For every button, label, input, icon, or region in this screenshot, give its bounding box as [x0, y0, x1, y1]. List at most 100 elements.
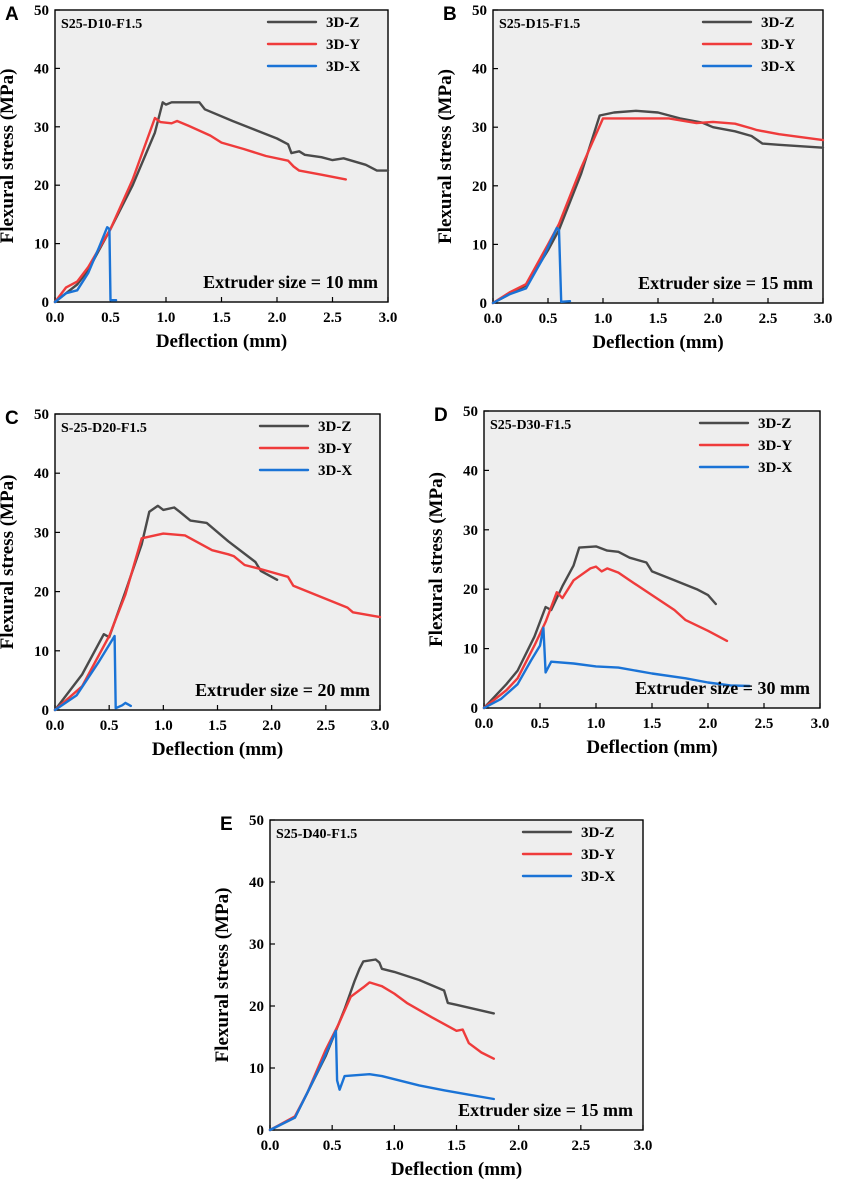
sample-label: S25-D30-F1.5: [490, 418, 571, 433]
x-tick-label: 1.5: [447, 1138, 466, 1154]
plot-area: [54, 413, 381, 711]
x-tick-label: 1.5: [208, 718, 227, 734]
y-tick-label: 40: [463, 463, 478, 479]
annotation: Extruder size = 30 mm: [635, 678, 810, 698]
x-tick-label: 3.0: [814, 311, 833, 327]
x-tick-label: 2.0: [704, 311, 723, 327]
x-tick-label: 3.0: [634, 1138, 653, 1154]
x-tick-label: 1.0: [594, 311, 613, 327]
plot-area: [269, 819, 644, 1131]
y-tick-label: 20: [463, 582, 478, 598]
y-tick-label: 50: [34, 3, 49, 19]
series-line-3d-x: [491, 226, 572, 305]
x-tick-label: 1.5: [643, 716, 662, 732]
y-axis-title: Flexural stress (MPa): [212, 888, 233, 1063]
legend-label: 3D-Z: [581, 825, 614, 841]
y-tick-label: 30: [249, 937, 264, 953]
series-line-3d-z: [53, 504, 279, 712]
sample-label: S-25-D20-F1.5: [61, 421, 147, 436]
x-tick-label: 0.5: [101, 310, 120, 326]
series-line-3d-x: [53, 226, 118, 304]
x-tick-label: 1.0: [587, 716, 606, 732]
y-tick-label: 40: [34, 466, 49, 482]
x-tick-label: 3.0: [379, 310, 398, 326]
legend-label: 3D-Y: [318, 441, 352, 457]
series-line-3d-y: [482, 565, 729, 710]
y-tick-label: 10: [249, 1061, 264, 1077]
y-tick-label: 50: [34, 407, 49, 423]
x-axis-title: Deflection (mm): [152, 739, 283, 760]
y-tick-label: 10: [472, 237, 487, 253]
legend-label: 3D-X: [318, 463, 352, 479]
series-line-3d-y: [491, 117, 825, 305]
x-tick-label: 0.0: [484, 311, 503, 327]
x-tick-label: 2.5: [755, 716, 774, 732]
y-tick-label: 30: [34, 120, 49, 136]
legend-label: 3D-Y: [326, 37, 360, 53]
y-tick-label: 30: [463, 523, 478, 539]
legend-label: 3D-Z: [761, 15, 794, 31]
annotation: Extruder size = 15 mm: [638, 273, 813, 293]
x-tick-label: 0.5: [531, 716, 550, 732]
sample-label: S25-D40-F1.5: [276, 827, 357, 842]
x-tick-label: 3.0: [371, 718, 390, 734]
plot-area: [483, 410, 821, 709]
y-axis-title: Flexural stress (MPa): [0, 69, 18, 244]
series-line-3d-x: [268, 1029, 495, 1132]
y-tick-label: 20: [472, 179, 487, 195]
x-tick-label: 3.0: [811, 716, 830, 732]
legend-label: 3D-X: [581, 869, 615, 885]
legend-label: 3D-Y: [758, 438, 792, 454]
x-tick-label: 1.0: [385, 1138, 404, 1154]
panel-a: A 0 10 20 30 40 50 0.0 0.5 1.0 1.5 2.0 2.5 3.0 Deflect…: [0, 3, 397, 352]
x-tick-label: 0.5: [323, 1138, 342, 1154]
annotation: Extruder size = 15 mm: [458, 1100, 633, 1120]
plot-area: [54, 9, 389, 303]
y-tick-label: 10: [34, 644, 49, 660]
x-tick-label: 0.0: [46, 310, 65, 326]
panel-letter: D: [434, 405, 448, 426]
x-tick-label: 2.5: [759, 311, 778, 327]
legend-label: 3D-Z: [326, 15, 359, 31]
y-tick-label: 40: [249, 875, 264, 891]
x-tick-label: 2.0: [509, 1138, 528, 1154]
annotation: Extruder size = 20 mm: [195, 680, 370, 700]
sample-label: S25-D10-F1.5: [61, 17, 142, 32]
x-tick-label: 2.0: [268, 310, 287, 326]
x-axis-title: Deflection (mm): [156, 331, 287, 352]
y-tick-label: 30: [472, 120, 487, 136]
x-tick-label: 2.5: [571, 1138, 590, 1154]
y-axis-title: Flexural stress (MPa): [0, 475, 18, 650]
y-tick-label: 20: [34, 178, 49, 194]
x-tick-label: 0.0: [261, 1138, 280, 1154]
x-axis-title: Deflection (mm): [586, 737, 717, 758]
y-tick-label: 0: [471, 701, 479, 717]
panel-e: E 0 10 20 30 40 50 0.0 0.5 1.0 1.5 2.0 2.5 3.0 Deflect…: [212, 813, 652, 1180]
y-axis-title: Flexural stress (MPa): [426, 472, 447, 647]
y-tick-label: 10: [463, 642, 478, 658]
y-tick-label: 0: [257, 1123, 265, 1139]
y-tick-label: 0: [480, 296, 488, 312]
plot-area: [492, 9, 824, 304]
legend-label: 3D-X: [326, 59, 360, 75]
y-axis-title: Flexural stress (MPa): [435, 69, 456, 244]
x-axis-title: Deflection (mm): [391, 1159, 522, 1180]
y-tick-label: 50: [249, 813, 264, 829]
x-tick-label: 0.0: [475, 716, 494, 732]
x-tick-label: 2.0: [262, 718, 281, 734]
legend-label: 3D-Z: [758, 416, 791, 432]
y-tick-label: 30: [34, 525, 49, 541]
y-tick-label: 50: [463, 404, 478, 420]
legend-label: 3D-X: [758, 460, 792, 476]
legend-label: 3D-Z: [318, 419, 351, 435]
panel-letter: B: [443, 4, 457, 25]
x-tick-label: 1.5: [212, 310, 231, 326]
x-tick-label: 0.5: [100, 718, 119, 734]
panel-c: C 0 10 20 30 40 50 0.0 0.5 1.0 1.5 2.0 2.5 3.0 Deflect…: [0, 407, 389, 760]
y-tick-label: 20: [249, 999, 264, 1015]
y-tick-label: 20: [34, 585, 49, 601]
x-axis-title: Deflection (mm): [592, 332, 723, 353]
panel-letter: C: [5, 408, 19, 429]
series-line-3d-y: [53, 532, 382, 712]
